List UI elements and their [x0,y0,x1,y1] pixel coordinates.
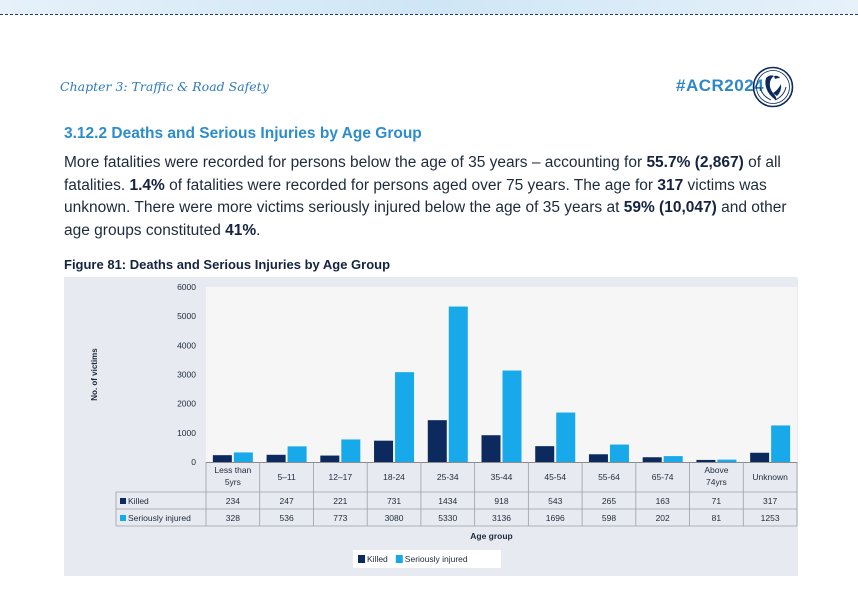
table-value: 773 [333,513,347,523]
table-value: 1434 [438,496,457,506]
y-tick-label: 6000 [177,282,196,292]
bar-killed [588,454,608,462]
table-value: 731 [387,496,401,506]
bar-seriously-injured [341,439,361,462]
y-tick-label: 5000 [177,311,196,321]
table-value: 163 [656,496,670,506]
paragraph-text: of all fatalities. [64,154,781,194]
x-category-label: 65-74 [652,472,674,482]
bar-seriously-injured [395,372,415,462]
table-value: 317 [763,496,777,506]
chart-panel: 0 1000 2000 3000 4000 5000 6000 No. of victims … [64,277,798,576]
legend-label: Killed [367,554,388,564]
report-hashtag: #ACR2024 [676,76,765,95]
table-value: 81 [712,513,722,523]
table-value: 328 [226,513,240,523]
x-category-label: Unknown [752,472,788,482]
highlight-figure: 317 [657,176,684,194]
bar-killed [266,454,286,462]
table-row-label: Seriously injured [128,513,191,523]
table-value: 221 [333,496,347,506]
bar-killed [642,457,662,462]
bar-killed [374,440,394,462]
x-category-label: 5–11 [277,472,296,482]
bar-seriously-injured [717,459,737,462]
highlight-figure: 1.4% [129,176,165,194]
y-tick-label: 1000 [177,428,196,438]
highlight-figure: 55.7% (2,867) [646,154,744,171]
legend-label: Seriously injured [405,554,468,564]
bar-seriously-injured [233,452,253,462]
x-category-label: 5yrs [225,477,241,487]
paragraph-text: . [256,221,261,239]
bar-seriously-injured [663,456,683,462]
header-divider [0,14,858,15]
bar-killed [750,452,770,462]
y-tick-label: 3000 [177,370,196,380]
table-value: 71 [712,496,722,506]
legend-box [353,550,501,568]
x-axis-title: Age group [470,531,513,541]
y-tick-label: 4000 [177,340,196,350]
figure-title: Figure 81: Deaths and Serious Injuries b… [64,257,391,272]
highlight-figure: 41% [225,221,257,239]
bar-killed [535,446,555,462]
table-value: 3080 [385,513,404,523]
table-value: 1253 [761,513,780,523]
legend-swatch [358,555,365,563]
table-legend-key [120,498,126,504]
table-legend-key [120,515,126,521]
bird-emblem-icon [752,66,794,108]
legend-swatch [395,555,403,563]
table-value: 265 [602,496,616,506]
table-value: 247 [279,496,293,506]
x-category-label: 12–17 [328,472,352,482]
bar-killed [212,455,232,462]
paragraph-text: victims was unknown. There were more vic… [64,176,767,217]
bar-seriously-injured [287,446,307,462]
highlight-figure: 59% (10,047) [623,199,717,216]
table-value: 918 [494,496,508,506]
section-title: 3.12.2 Deaths and Serious Injuries by Ag… [64,125,422,142]
table-row-label: Killed [128,496,149,506]
bar-seriously-injured [609,444,629,462]
bar-seriously-injured [771,425,791,462]
chapter-label: Chapter 3: Traffic & Road Safety [60,79,269,94]
table-value: 598 [602,513,616,523]
bar-killed [427,420,447,462]
paragraph-text: and other age groups constituted [64,199,787,239]
x-category-label: 25-34 [437,472,459,482]
paragraph-text: More fatalities were recorded for person… [64,154,647,171]
y-tick-label: 2000 [177,399,196,409]
bar-killed [696,459,716,462]
y-tick-label: 0 [191,457,196,467]
x-category-label: 18-24 [383,472,405,482]
bar-seriously-injured [556,412,576,462]
table-value: 543 [548,496,562,506]
x-category-label: Less than [214,465,251,475]
x-category-label: Above [704,465,728,475]
x-category-label: 35-44 [491,472,513,482]
table-value: 1696 [546,513,565,523]
table-value: 3136 [492,513,511,523]
x-category-label: 74yrs [706,477,727,487]
x-category-label: 55-64 [598,472,620,482]
top-banner [0,0,858,14]
table-value: 5330 [438,513,457,523]
paragraph-text: of fatalities were recorded for persons … [164,176,658,194]
x-category-label: 45-54 [544,472,566,482]
bar-seriously-injured [448,306,468,462]
bar-killed [320,455,340,462]
plot-area [206,287,797,462]
bar-killed [481,435,501,462]
table-value: 234 [226,496,240,506]
table-value: 202 [656,513,670,523]
section-paragraph: More fatalities were recorded for person… [64,152,804,242]
bar-seriously-injured [502,370,522,462]
table-value: 536 [279,513,293,523]
y-axis-title: No. of victims [90,348,99,401]
